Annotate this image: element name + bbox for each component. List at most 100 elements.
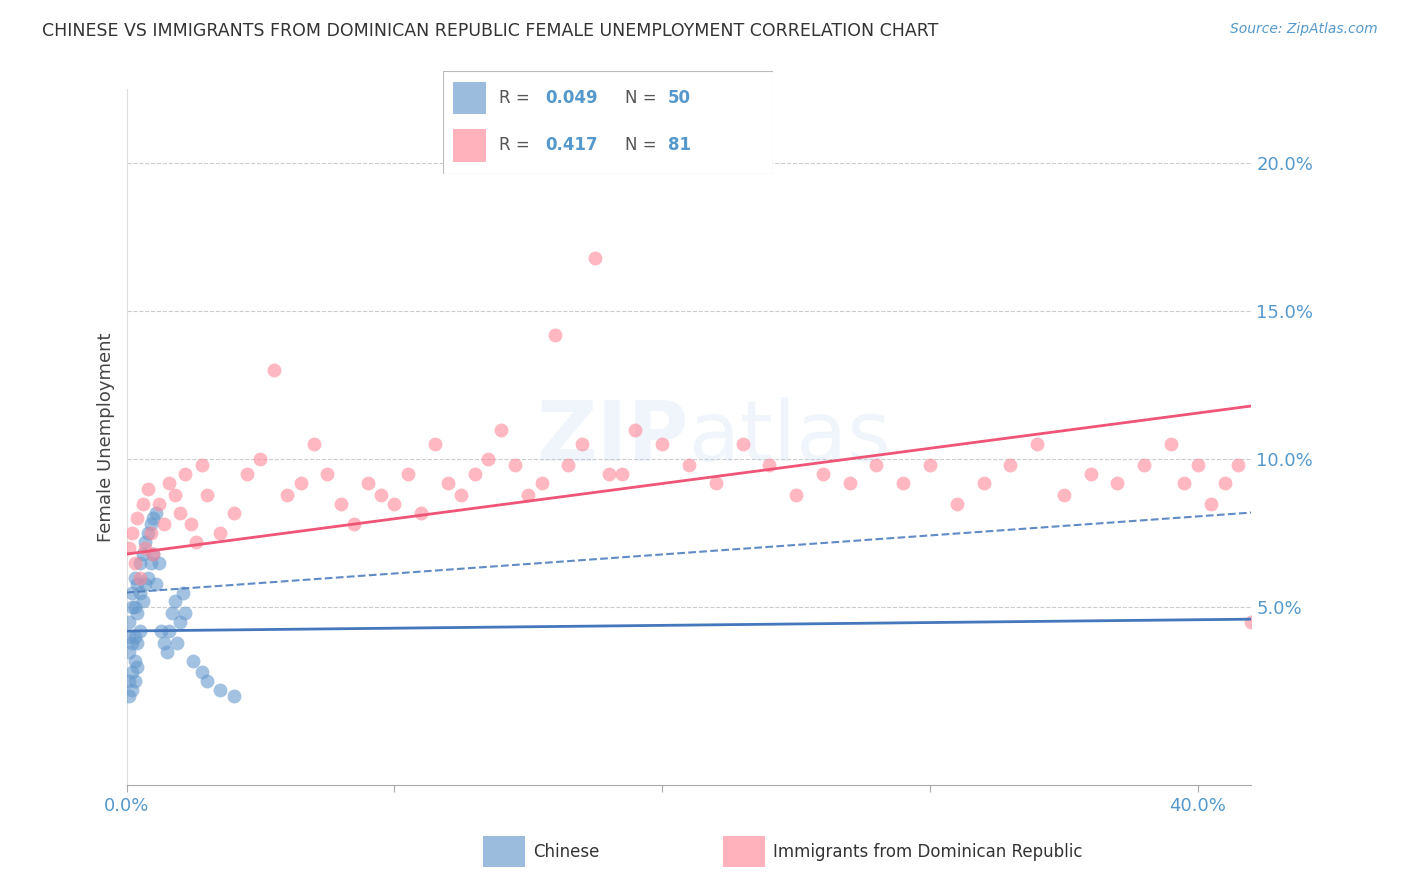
Point [121, 683, 143, 698]
Point [124, 571, 146, 585]
Point [1173, 475, 1195, 490]
Point [118, 645, 141, 659]
Point [1254, 437, 1277, 451]
Point [329, 497, 352, 511]
Point [166, 636, 188, 650]
Point [139, 556, 162, 570]
Point [236, 467, 259, 481]
Point [785, 488, 807, 502]
Point [758, 458, 780, 473]
Point [598, 467, 620, 481]
Point [124, 600, 146, 615]
Point [222, 506, 245, 520]
Point [136, 526, 159, 541]
Point [172, 585, 194, 599]
Point [290, 475, 312, 490]
Point [1213, 475, 1236, 490]
Point [1199, 497, 1222, 511]
Point [190, 665, 212, 680]
Point [142, 511, 165, 525]
Point [370, 488, 392, 502]
Text: Source: ZipAtlas.com: Source: ZipAtlas.com [1230, 22, 1378, 37]
Point [517, 488, 540, 502]
Point [127, 659, 149, 673]
Point [129, 571, 152, 585]
Point [276, 488, 298, 502]
Point [557, 458, 579, 473]
Point [450, 488, 472, 502]
Point [148, 497, 170, 511]
Point [1160, 437, 1182, 451]
Point [1080, 467, 1102, 481]
Point [651, 437, 673, 451]
Point [477, 452, 499, 467]
Point [118, 615, 141, 629]
Point [945, 497, 967, 511]
Point [136, 482, 159, 496]
FancyBboxPatch shape [453, 128, 486, 161]
Point [1107, 475, 1129, 490]
Point [121, 665, 143, 680]
Point [1026, 437, 1049, 451]
Point [131, 497, 153, 511]
Text: 0.049: 0.049 [546, 89, 598, 107]
Point [145, 576, 167, 591]
Point [610, 467, 633, 481]
Point [163, 594, 186, 608]
Point [1187, 458, 1209, 473]
Point [544, 327, 567, 342]
Text: 81: 81 [668, 136, 690, 154]
Point [1000, 458, 1022, 473]
Point [209, 526, 232, 541]
Point [811, 467, 834, 481]
Point [865, 458, 887, 473]
Point [530, 475, 553, 490]
Point [169, 506, 191, 520]
Point [153, 517, 176, 532]
Point [382, 497, 405, 511]
Point [163, 488, 186, 502]
Point [124, 556, 146, 570]
Point [169, 615, 191, 629]
Text: CHINESE VS IMMIGRANTS FROM DOMINICAN REPUBLIC FEMALE UNEMPLOYMENT CORRELATION CH: CHINESE VS IMMIGRANTS FROM DOMINICAN REP… [42, 22, 939, 40]
Point [127, 636, 149, 650]
Point [437, 475, 460, 490]
Point [145, 506, 167, 520]
Point [160, 606, 183, 620]
FancyBboxPatch shape [443, 71, 773, 174]
Point [583, 251, 606, 265]
Point [1133, 458, 1156, 473]
Point [139, 526, 162, 541]
Point [174, 606, 197, 620]
Point [491, 423, 513, 437]
FancyBboxPatch shape [484, 837, 526, 867]
Point [1240, 615, 1263, 629]
Point [134, 576, 156, 591]
Point [127, 606, 149, 620]
Point [127, 576, 149, 591]
Point [118, 630, 141, 644]
Point [316, 467, 339, 481]
Text: atlas: atlas [689, 397, 890, 477]
Text: N =: N = [624, 136, 661, 154]
Point [918, 458, 941, 473]
Point [624, 423, 647, 437]
FancyBboxPatch shape [723, 837, 765, 867]
Point [174, 467, 197, 481]
Point [129, 624, 152, 638]
Point [129, 556, 152, 570]
Point [503, 458, 526, 473]
Text: R =: R = [499, 89, 536, 107]
Point [1053, 488, 1076, 502]
Point [678, 458, 700, 473]
Point [148, 556, 170, 570]
Point [195, 488, 218, 502]
Point [142, 547, 165, 561]
Point [411, 506, 433, 520]
Point [129, 585, 152, 599]
Point [134, 535, 156, 549]
Point [139, 517, 162, 532]
Text: Chinese: Chinese [533, 843, 599, 861]
Text: 0.417: 0.417 [546, 136, 598, 154]
Text: ZIP: ZIP [537, 397, 689, 477]
